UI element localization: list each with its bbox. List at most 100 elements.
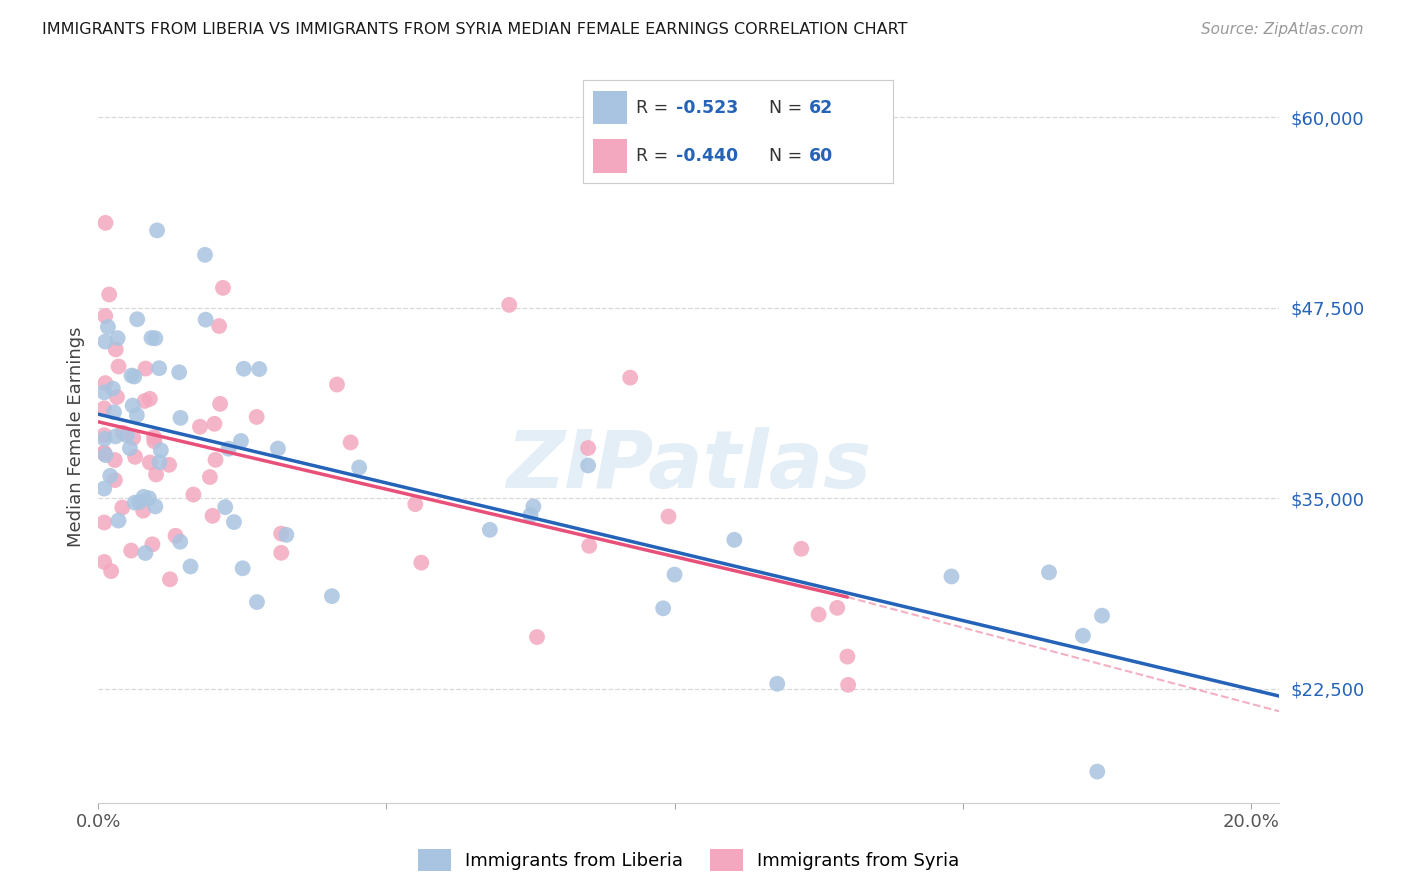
Point [229,434,252,448]
Point [124,495,146,509]
Text: Source: ZipAtlas.com: Source: ZipAtlas.com [1201,22,1364,37]
Point [93,555,115,569]
Point [127,312,149,326]
Point [198,470,221,484]
Point [107,331,129,345]
Point [766,677,789,691]
Point [522,500,544,514]
Point [128,495,150,509]
Point [188,419,211,434]
Point [104,343,127,357]
Text: 62: 62 [810,99,834,117]
Point [169,534,191,549]
Point [143,500,166,514]
Point [204,417,226,431]
Point [404,497,426,511]
Text: R =: R = [636,99,668,117]
Text: IMMIGRANTS FROM LIBERIA VS IMMIGRANTS FROM SYRIA MEDIAN FEMALE EARNINGS CORRELAT: IMMIGRANTS FROM LIBERIA VS IMMIGRANTS FR… [42,22,908,37]
Point [111,425,134,440]
Point [478,523,501,537]
Point [837,678,859,692]
Point [93,428,115,442]
Point [120,543,142,558]
Point [149,443,172,458]
Point [122,431,145,445]
Point [179,559,201,574]
Text: R =: R = [636,147,668,165]
Point [134,546,156,560]
Point [247,362,270,376]
Point [124,369,146,384]
Point [208,318,231,333]
Point [498,298,520,312]
Point [98,287,121,301]
Point [125,408,148,422]
Point [105,390,128,404]
Point [94,309,117,323]
Point [652,601,675,615]
Point [201,508,224,523]
Point [790,541,813,556]
Point [107,359,129,374]
Point [145,467,167,482]
Point [94,448,117,462]
Point [165,529,187,543]
Point [232,361,254,376]
Point [578,539,600,553]
Point [837,649,859,664]
Point [145,331,167,345]
Point [93,385,115,400]
Point [576,441,599,455]
Point [93,432,115,446]
Point [134,394,156,409]
Point [143,434,166,449]
Point [347,460,370,475]
Point [723,533,745,547]
Point [101,382,124,396]
Point [519,508,541,522]
Point [93,516,115,530]
Point [270,546,292,560]
Point [825,600,848,615]
Point [121,368,143,383]
Point [121,399,143,413]
Point [270,526,292,541]
Point [664,567,686,582]
Point [1038,566,1060,580]
Point [246,595,269,609]
Point [94,376,117,390]
Point [183,487,205,501]
Point [194,312,217,326]
Point [139,392,162,406]
Point [212,281,235,295]
Point [807,607,830,622]
Point [139,455,162,469]
Point [124,450,146,464]
Point [149,455,172,469]
Point [93,401,115,416]
Point [619,370,641,384]
Text: -0.523: -0.523 [676,99,738,117]
Text: N =: N = [769,99,803,117]
Point [100,564,122,578]
Point [146,223,169,237]
Point [321,589,343,603]
Point [93,446,115,460]
Point [141,537,163,551]
Point [194,248,217,262]
Point [93,482,115,496]
Point [132,504,155,518]
Point [209,397,232,411]
Legend: Immigrants from Liberia, Immigrants from Syria: Immigrants from Liberia, Immigrants from… [411,841,967,878]
Point [246,409,269,424]
Point [157,458,180,472]
Point [104,473,127,487]
Point [167,365,190,379]
Y-axis label: Median Female Earnings: Median Female Earnings [66,326,84,548]
Point [93,446,115,460]
Point [104,429,127,443]
Point [138,491,160,506]
Point [103,405,125,419]
Point [169,410,191,425]
Text: 60: 60 [810,147,834,165]
